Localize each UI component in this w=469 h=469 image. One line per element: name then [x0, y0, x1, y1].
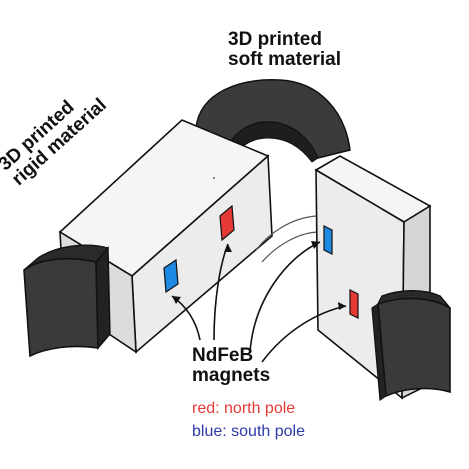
right-soft-end — [371, 290, 451, 402]
magnet-arrows — [171, 241, 347, 363]
north-pole-legend: red: north pole — [192, 400, 296, 417]
arrow-to-right-south-magnet — [249, 241, 321, 353]
left-soft-end — [23, 244, 111, 358]
right-block-south-magnet — [323, 225, 333, 255]
magnets-label-line1: NdFeB — [192, 345, 254, 366]
magnets-label-line2: magnets — [192, 364, 271, 386]
left-block-south-magnet — [163, 258, 179, 294]
soft-label-line2: soft material — [228, 48, 341, 70]
left-block-north-magnet — [219, 204, 235, 242]
arrow-heads — [172, 241, 346, 310]
south-pole-legend: blue: south pole — [192, 423, 305, 440]
magnets-label: NdFeB magnets — [192, 346, 270, 386]
soft-label-line1: 3D printed — [228, 29, 322, 50]
soft-material-arch — [195, 79, 351, 163]
right-block-north-magnet — [349, 289, 359, 319]
surface-speck — [213, 177, 215, 179]
arrow-to-right-north-magnet — [261, 305, 347, 363]
soft-material-label: 3D printed soft material — [228, 30, 341, 70]
soft-material-shading — [255, 215, 321, 263]
